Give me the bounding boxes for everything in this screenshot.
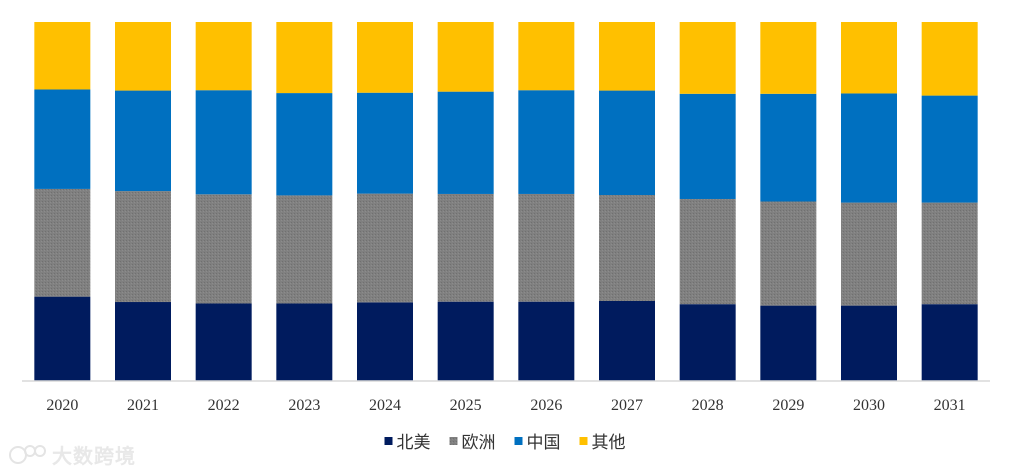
bar-segment-2028-series-3 xyxy=(679,22,736,94)
bar-segment-2022-series-1 xyxy=(195,194,252,304)
bar-segment-2029-series-1 xyxy=(760,201,817,306)
bar-segment-2031-series-3 xyxy=(921,22,978,96)
legend-swatch-2 xyxy=(514,437,523,445)
bar-segment-2028-series-1 xyxy=(679,198,736,305)
legend-swatch-3 xyxy=(579,437,588,445)
bar-segment-2030-series-1 xyxy=(841,202,897,306)
legend-label-0: 北美 xyxy=(397,433,431,453)
bar-segment-2028-series-0 xyxy=(679,304,736,381)
watermark-text: 大数跨境 xyxy=(52,444,136,468)
bar-group xyxy=(34,22,978,381)
x-tick-label: 2022 xyxy=(208,397,240,414)
bar-segment-2031-series-1 xyxy=(921,202,978,305)
bar-segment-2021-series-0 xyxy=(115,302,171,381)
x-tick-labels: 2020 2021 2022 2023 2024 2025 2026 2027 2028 2029… xyxy=(46,397,965,414)
x-tick-label: 2024 xyxy=(369,397,401,414)
bar-segment-2021-series-1 xyxy=(115,191,171,303)
bar-segment-2029-series-2 xyxy=(760,93,817,202)
bar-segment-2028-series-2 xyxy=(679,93,736,199)
x-tick-label: 2020 xyxy=(46,397,78,414)
bar-segment-2025-series-0 xyxy=(437,301,494,381)
bar-segment-2027-series-1 xyxy=(599,195,655,301)
bar-segment-2027-series-0 xyxy=(599,300,655,381)
x-tick-label: 2028 xyxy=(692,397,724,414)
bar-segment-2031-series-0 xyxy=(921,304,978,381)
bar-segment-2023-series-3 xyxy=(276,22,333,94)
bar-segment-2023-series-0 xyxy=(276,303,333,381)
bar-segment-2024-series-2 xyxy=(357,92,413,194)
bar-segment-2025-series-3 xyxy=(437,22,494,92)
bar-segment-2021-series-3 xyxy=(115,22,171,91)
bar-segment-2024-series-0 xyxy=(357,302,413,381)
bar-segment-2022-series-3 xyxy=(195,22,252,91)
x-tick-label: 2027 xyxy=(611,397,643,414)
bar-segment-2025-series-2 xyxy=(437,91,494,194)
watermark-logo-icon xyxy=(9,444,46,464)
bar-segment-2022-series-0 xyxy=(195,303,252,381)
x-tick-label: 2030 xyxy=(853,397,885,414)
x-tick-label: 2026 xyxy=(530,397,562,414)
legend-label-3: 其他 xyxy=(592,433,626,453)
bar-segment-2026-series-0 xyxy=(518,301,575,381)
bar-segment-2020-series-3 xyxy=(34,22,91,90)
bar-segment-2031-series-2 xyxy=(921,95,978,203)
bar-segment-2030-series-3 xyxy=(841,22,897,94)
bar-segment-2024-series-3 xyxy=(357,22,413,93)
legend-label-1: 欧洲 xyxy=(462,433,496,453)
bar-segment-2023-series-1 xyxy=(276,195,333,304)
bar-segment-2027-series-3 xyxy=(599,22,655,91)
bar-segment-2026-series-3 xyxy=(518,22,575,91)
bar-segment-2027-series-2 xyxy=(599,90,655,196)
bar-segment-2020-series-0 xyxy=(34,296,91,381)
x-tick-label: 2025 xyxy=(450,397,482,414)
bar-segment-2025-series-1 xyxy=(437,193,494,302)
legend-swatch-0 xyxy=(384,437,393,445)
bar-segment-2020-series-2 xyxy=(34,89,91,189)
bar-segment-2026-series-1 xyxy=(518,193,575,302)
bar-segment-2021-series-2 xyxy=(115,90,171,192)
bar-segment-2029-series-0 xyxy=(760,305,817,381)
bar-segment-2026-series-2 xyxy=(518,90,575,194)
legend-label-2: 中国 xyxy=(527,433,561,453)
legend-swatch-1 xyxy=(449,437,458,445)
watermark: 大数跨境 xyxy=(8,440,136,469)
bar-segment-2030-series-0 xyxy=(841,305,897,381)
x-tick-label: 2029 xyxy=(772,397,804,414)
bar-segment-2024-series-1 xyxy=(357,193,413,303)
bar-segment-2029-series-3 xyxy=(760,22,817,94)
bar-segment-2020-series-1 xyxy=(34,188,91,297)
x-tick-label: 2021 xyxy=(127,397,159,414)
legend: 北美 欧洲 中国 其他 xyxy=(384,433,626,453)
x-tick-label: 2023 xyxy=(288,397,320,414)
bar-segment-2023-series-2 xyxy=(276,93,333,196)
bar-segment-2022-series-2 xyxy=(195,90,252,195)
x-tick-label: 2031 xyxy=(934,397,966,414)
bar-segment-2030-series-2 xyxy=(841,93,897,203)
